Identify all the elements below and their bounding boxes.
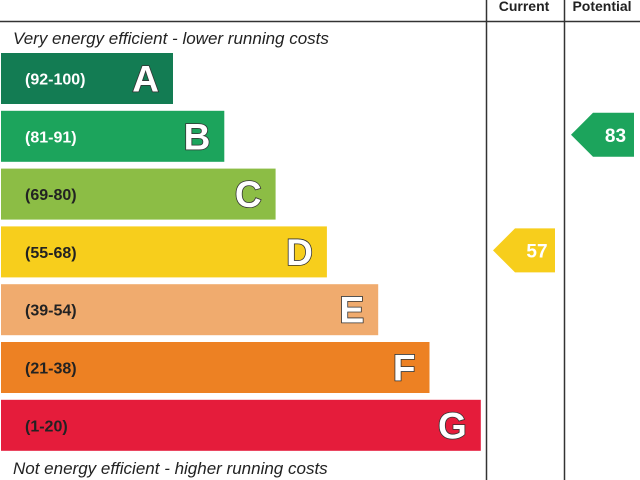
band-b-range: (81-91) [25, 129, 77, 146]
band-c-letter: C [235, 174, 262, 215]
band-b-letter: B [184, 116, 211, 157]
bottom-caption: Not energy efficient - higher running co… [13, 459, 328, 478]
band-d-bar [1, 226, 327, 278]
band-a-bar [1, 53, 173, 104]
band-g-range: (1-20) [25, 418, 68, 435]
band-f-letter: F [393, 348, 416, 389]
rating-markers: 57 83 [493, 112, 634, 273]
rating-bands: (92-100) A (81-91) B (69-80) C (55-68) D (39-54)… [1, 53, 481, 451]
current-rating-value: 57 [526, 241, 547, 262]
current-column-header: Current [499, 0, 550, 14]
band-e-range: (39-54) [25, 303, 77, 320]
band-f-range: (21-38) [25, 361, 77, 378]
band-g-bar [1, 399, 481, 451]
band-d-letter: D [286, 232, 313, 273]
top-caption: Very energy efficient - lower running co… [13, 29, 329, 48]
potential-rating-arrow [571, 112, 634, 157]
band-e-bar [1, 284, 379, 336]
band-d-range: (55-68) [25, 245, 77, 262]
band-a-range: (92-100) [25, 72, 85, 89]
band-e-letter: E [340, 290, 365, 331]
band-f-bar [1, 342, 430, 393]
band-g-letter: G [438, 405, 467, 446]
potential-rating-value: 83 [605, 126, 626, 147]
band-b-bar [1, 110, 225, 162]
potential-column-header: Potential [572, 0, 631, 14]
current-rating-arrow [493, 228, 555, 273]
band-c-bar [1, 168, 276, 220]
band-a-letter: A [132, 59, 159, 100]
band-c-range: (69-80) [25, 187, 77, 204]
